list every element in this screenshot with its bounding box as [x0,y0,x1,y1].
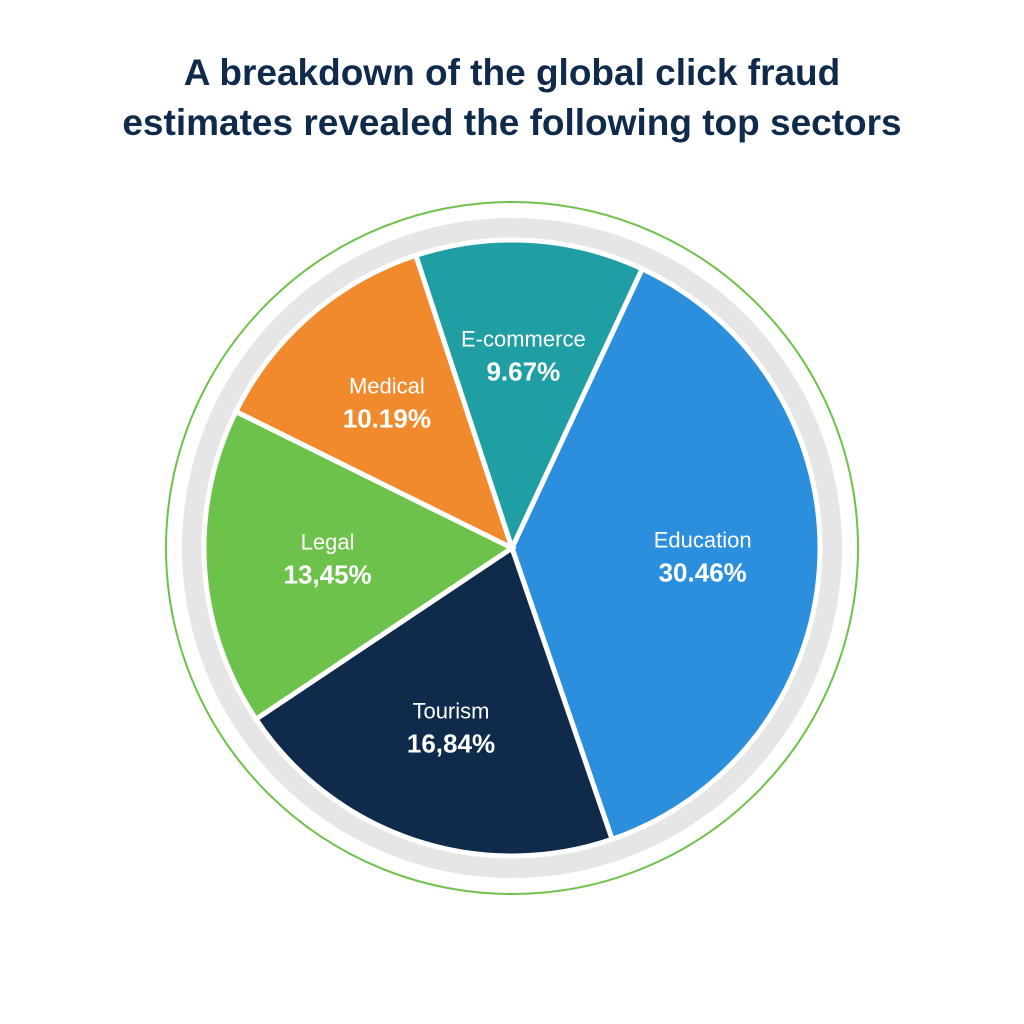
pie-chart: Education30.46%Tourism16,84%Legal13,45%M… [152,188,872,908]
title-line-1: A breakdown of the global click fraud [184,52,841,93]
chart-title: A breakdown of the global click fraud es… [122,48,901,148]
pie-svg [152,188,872,908]
title-line-2: estimates revealed the following top sec… [122,102,901,143]
